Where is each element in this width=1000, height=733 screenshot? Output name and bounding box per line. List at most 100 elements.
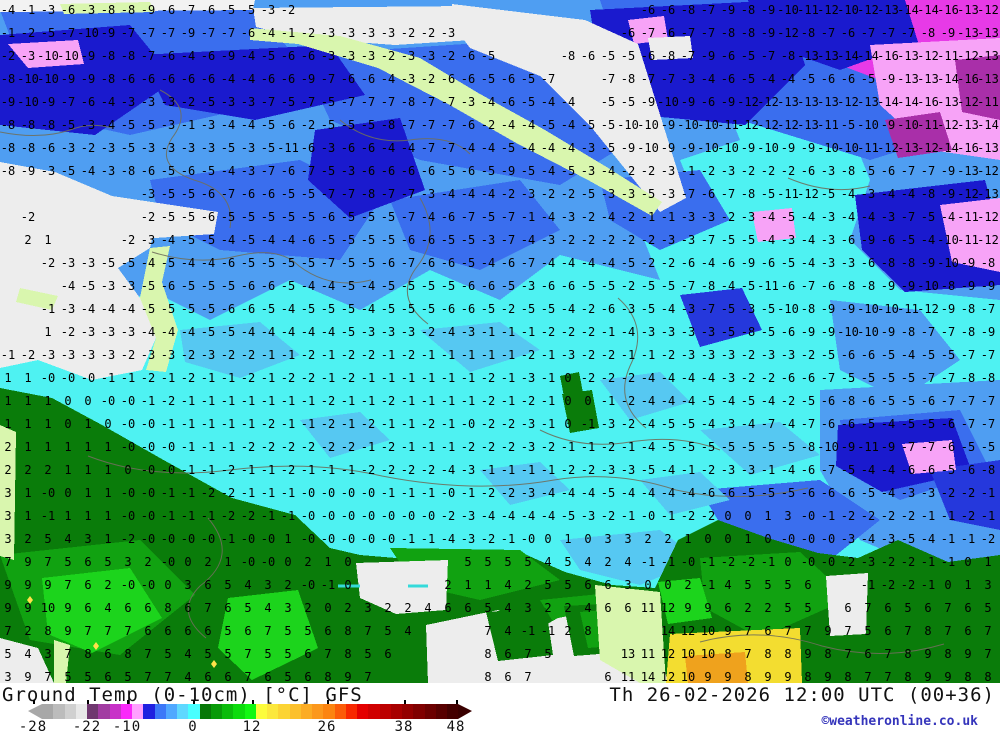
temp-value: -3 bbox=[581, 141, 595, 155]
temp-value: -1 bbox=[501, 348, 515, 362]
temp-value: -5 bbox=[601, 486, 615, 500]
temp-value: 3 bbox=[184, 578, 191, 592]
temp-value: 9 bbox=[64, 601, 71, 615]
temp-value: -8 bbox=[981, 371, 995, 385]
temp-value: 8 bbox=[964, 670, 971, 683]
temp-value: 3 bbox=[984, 578, 991, 592]
temp-value: -6 bbox=[41, 141, 55, 155]
temp-value: 10 bbox=[701, 624, 715, 638]
temp-value: -1 bbox=[541, 394, 555, 408]
temp-value: -6 bbox=[701, 95, 715, 109]
colorbar-segment bbox=[177, 704, 189, 719]
temp-value: 6 bbox=[144, 601, 151, 615]
temp-value: -2 bbox=[181, 95, 195, 109]
temp-value: -8 bbox=[841, 394, 855, 408]
temp-value: -9 bbox=[81, 49, 95, 63]
temp-value: -4 bbox=[181, 325, 195, 339]
temp-value: 2 bbox=[564, 601, 571, 615]
temperature-colorbar bbox=[42, 704, 459, 719]
temp-value: -2 bbox=[301, 371, 315, 385]
temp-value: -8 bbox=[121, 49, 135, 63]
temp-value: -5 bbox=[161, 302, 175, 316]
temp-value: -11 bbox=[937, 49, 959, 63]
temp-value: 6 bbox=[624, 601, 631, 615]
temp-value: 8 bbox=[984, 670, 991, 683]
temp-value: -5 bbox=[921, 417, 935, 431]
temp-value: -9 bbox=[881, 279, 895, 293]
temp-value: -10 bbox=[857, 302, 879, 316]
temp-value: -6 bbox=[121, 72, 135, 86]
temp-value: -7 bbox=[161, 26, 175, 40]
temp-value: -13 bbox=[797, 118, 819, 132]
temp-value: -1 bbox=[201, 417, 215, 431]
temp-value: -3 bbox=[741, 302, 755, 316]
temp-value: -3 bbox=[861, 187, 875, 201]
temp-value: -6 bbox=[381, 164, 395, 178]
temp-value: -5 bbox=[821, 187, 835, 201]
temp-value: -5 bbox=[841, 463, 855, 477]
temp-value: 7 bbox=[244, 670, 251, 683]
temp-value: -2 bbox=[701, 509, 715, 523]
temp-value: -9 bbox=[781, 141, 795, 155]
temp-value: -7 bbox=[761, 49, 775, 63]
temp-value: -5 bbox=[401, 302, 415, 316]
temp-value: -3 bbox=[661, 164, 675, 178]
temp-value: -3 bbox=[181, 141, 195, 155]
temp-value: -9 bbox=[101, 26, 115, 40]
city-marker-icon bbox=[211, 660, 217, 668]
temp-value: 7 bbox=[744, 624, 751, 638]
temp-value: -2 bbox=[441, 509, 455, 523]
temp-value: -2 bbox=[541, 187, 555, 201]
temp-value: -10 bbox=[897, 118, 919, 132]
temp-value: -5 bbox=[661, 440, 675, 454]
temp-value: -8 bbox=[21, 141, 35, 155]
temp-value: -4 bbox=[221, 118, 235, 132]
temp-value: -2 bbox=[981, 532, 995, 546]
temp-value: 0 bbox=[764, 532, 771, 546]
temp-value: 7 bbox=[944, 624, 951, 638]
temp-value: 5 bbox=[264, 647, 271, 661]
temp-value: -2 bbox=[621, 417, 635, 431]
temp-value: -5 bbox=[481, 49, 495, 63]
colorbar-tick-label: -28 bbox=[18, 719, 48, 733]
map-area[interactable]: -4 -1 -3 -6 -3 -8 -8 -9 -6 -7 -6 -5 -5 -3 -2 -6 -6 -8 -7 -9… bbox=[0, 0, 1000, 683]
temperature-map[interactable]: -4 -1 -3 -6 -3 -8 -8 -9 -6 -7 -6 -5 -5 -3 -2 -6 -6 -8 -7 -9… bbox=[0, 0, 1000, 683]
temp-value: -2 bbox=[381, 463, 395, 477]
temp-value: -13 bbox=[817, 49, 839, 63]
temp-value: -2 bbox=[301, 118, 315, 132]
temp-value: -3 bbox=[541, 233, 555, 247]
temp-value: -5 bbox=[221, 325, 235, 339]
temp-value: -6 bbox=[821, 417, 835, 431]
temp-value: -10 bbox=[77, 26, 99, 40]
temp-value: 7 bbox=[124, 624, 131, 638]
temp-value: 2 bbox=[24, 233, 31, 247]
colorbar-segment bbox=[278, 704, 290, 719]
temp-value: -5 bbox=[321, 302, 335, 316]
temp-value: -0 bbox=[121, 509, 135, 523]
temp-value: -1 bbox=[461, 486, 475, 500]
temp-value: -6 bbox=[441, 302, 455, 316]
temp-value: 7 bbox=[884, 670, 891, 683]
temp-value: -7 bbox=[701, 3, 715, 17]
temp-value: -12 bbox=[917, 141, 939, 155]
temp-value: 7 bbox=[4, 624, 11, 638]
temp-value: -7 bbox=[681, 187, 695, 201]
temp-value: -7 bbox=[941, 371, 955, 385]
temp-value: -10 bbox=[817, 440, 839, 454]
temp-value: -2 bbox=[701, 463, 715, 477]
copyright-link[interactable]: ©weatheronline.co.uk bbox=[821, 714, 978, 729]
temp-value: -1 bbox=[221, 440, 235, 454]
temp-value: -9 bbox=[221, 49, 235, 63]
temp-value: -9 bbox=[961, 256, 975, 270]
temp-value: -2 bbox=[641, 233, 655, 247]
colorbar-segment bbox=[64, 704, 76, 719]
temp-value: 0 bbox=[64, 486, 71, 500]
colorbar-segment bbox=[109, 704, 121, 719]
temp-value: -3 bbox=[621, 463, 635, 477]
temp-value: -1 bbox=[341, 394, 355, 408]
temp-value: 0 bbox=[344, 555, 351, 569]
temp-value: -4 bbox=[441, 532, 455, 546]
temp-value: -13 bbox=[957, 118, 979, 132]
legend-bar: Ground Temp (0-10cm) [°C] GFS Th 26-02-2… bbox=[0, 683, 1000, 733]
colorbar-tick-label: 12 bbox=[242, 719, 262, 733]
